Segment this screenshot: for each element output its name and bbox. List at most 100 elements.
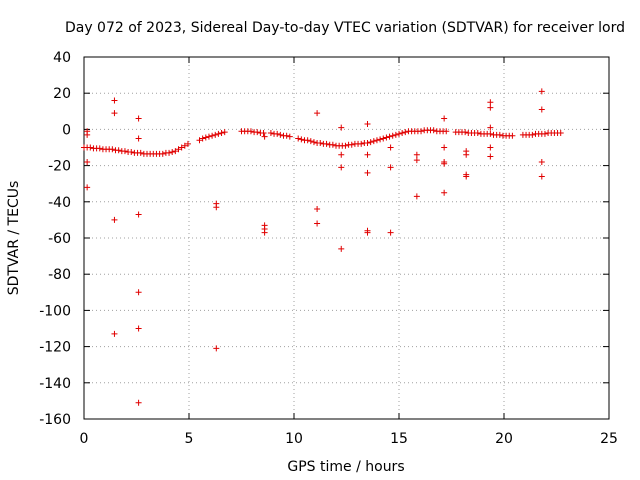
data-point [430,127,437,134]
outlier-point [261,229,268,236]
data-point [348,141,355,148]
data-point [260,130,267,137]
outlier-point [364,229,371,236]
outlier-point [261,133,268,140]
outlier-point [413,157,420,164]
outlier-point [213,204,220,211]
outlier-point [538,173,545,180]
data-point [342,142,349,149]
outlier-point [487,104,494,111]
outlier-point [314,110,321,117]
data-point [377,136,384,143]
outlier-point [364,120,371,127]
data-point [474,130,481,137]
data-point [202,134,209,141]
x-tick-label: 0 [80,431,89,447]
data-point [175,146,182,153]
data-point [277,131,284,138]
outlier-point [84,158,91,165]
data-point [541,130,548,137]
outlier-point [135,135,142,142]
outlier-point [463,151,470,158]
y-tick-label: 0 [62,122,71,138]
data-point [181,142,188,149]
outlier-point [84,184,91,191]
outlier-point [387,144,394,151]
data-points [81,88,564,406]
data-point [509,132,516,139]
outlier-point [338,164,345,171]
data-point [496,131,503,138]
data-point [196,137,203,144]
data-point [283,132,290,139]
outlier-point [487,99,494,106]
outlier-point [364,151,371,158]
outlier-point [413,151,420,158]
outlier-point [387,164,394,171]
data-point [370,138,377,145]
data-point [487,130,494,137]
outlier-point [314,206,321,213]
data-point [115,147,122,154]
data-point [286,133,293,140]
outlier-point [538,88,545,95]
chart-title: Day 072 of 2023, Sidereal Day-to-day VTE… [65,20,625,36]
data-point [137,149,144,156]
y-tick-label: -40 [48,195,71,211]
data-point [184,140,191,147]
data-point [317,139,324,146]
outlier-point [463,173,470,180]
data-point [557,130,564,137]
outlier-point [441,115,448,122]
outlier-point [84,131,91,138]
data-point [298,136,305,143]
outlier-point [441,189,448,196]
outlier-point [338,124,345,131]
plot-frame [83,56,610,420]
y-tick-label: -60 [48,231,71,247]
outlier-point [487,144,494,151]
data-point [215,130,222,137]
data-point [96,145,103,152]
data-point [389,132,396,139]
data-point [373,137,380,144]
data-point [169,149,176,156]
data-point [212,131,219,138]
data-point [329,141,336,148]
outlier-point [111,110,118,117]
outlier-point [487,153,494,160]
y-tick-label: 20 [53,86,71,102]
outlier-point [111,97,118,104]
x-tick-label: 25 [600,431,618,447]
x-tick-label: 5 [185,431,194,447]
outlier-point [111,330,118,337]
data-point [218,130,225,137]
data-point [529,131,536,138]
data-point [392,131,399,138]
data-point [166,149,173,156]
data-point [310,139,317,146]
y-tick-label: 40 [53,50,71,66]
data-point [462,129,469,136]
data-point [295,135,302,142]
outlier-point [314,220,321,227]
data-point [386,133,393,140]
data-point [323,140,330,147]
outlier-point [538,106,545,113]
data-point [358,140,365,147]
outlier-point [338,245,345,252]
data-point [418,128,425,135]
data-point [159,150,166,157]
outlier-point [111,216,118,223]
data-point [178,144,185,151]
data-point [128,149,135,156]
x-tick-label: 20 [495,431,513,447]
data-point [199,135,206,142]
x-tick-label: 10 [285,431,303,447]
data-point [205,133,212,140]
outlier-point [135,399,142,406]
data-point [383,134,390,141]
y-tick-label: -160 [39,412,71,428]
data-point [364,139,371,146]
y-tick-label: -100 [39,303,71,319]
